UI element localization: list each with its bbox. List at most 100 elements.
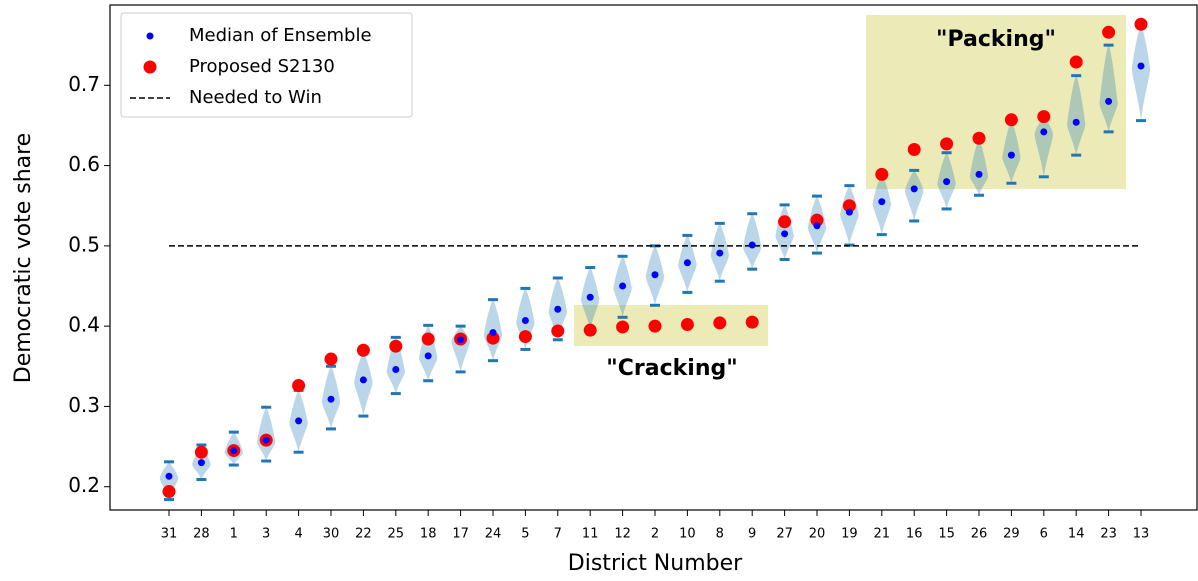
y-tick-label: 0.2 bbox=[68, 473, 100, 497]
x-tick-label: 16 bbox=[906, 527, 923, 542]
x-tick-label: 30 bbox=[323, 527, 340, 542]
median-point bbox=[424, 352, 432, 360]
median-point bbox=[165, 472, 173, 480]
packing-highlight bbox=[866, 15, 1126, 189]
annotation: "Cracking" bbox=[606, 356, 737, 381]
proposed-point bbox=[907, 143, 921, 157]
x-tick-label: 21 bbox=[874, 527, 891, 542]
proposed-point bbox=[486, 331, 500, 345]
violin bbox=[743, 213, 762, 270]
median-point bbox=[1137, 62, 1145, 70]
x-tick-label: 8 bbox=[716, 527, 724, 542]
x-tick-label: 28 bbox=[193, 527, 210, 542]
proposed-point bbox=[1037, 110, 1051, 124]
median-point bbox=[845, 208, 853, 216]
median-point bbox=[813, 222, 821, 230]
y-tick-label: 0.7 bbox=[68, 72, 100, 96]
x-tick-label: 11 bbox=[582, 527, 599, 542]
median-point bbox=[457, 336, 465, 344]
proposed-point bbox=[1102, 25, 1116, 39]
x-tick-label: 15 bbox=[938, 527, 955, 542]
violin bbox=[1131, 25, 1151, 121]
y-tick-label: 0.5 bbox=[68, 232, 100, 256]
proposed-point bbox=[356, 343, 370, 357]
x-tick-label: 4 bbox=[294, 527, 302, 542]
x-tick-label: 2 bbox=[651, 527, 659, 542]
violin bbox=[386, 337, 405, 394]
x-tick-label: 29 bbox=[1003, 527, 1020, 542]
x-tick-label: 24 bbox=[485, 527, 502, 542]
proposed-point bbox=[421, 332, 435, 346]
proposed-point bbox=[680, 318, 694, 332]
legend-marker bbox=[146, 32, 154, 40]
median-point bbox=[586, 293, 594, 301]
x-tick-label: 31 bbox=[161, 527, 178, 542]
median-point bbox=[748, 241, 756, 249]
median-point bbox=[295, 417, 303, 425]
median-point bbox=[489, 329, 497, 337]
proposed-point bbox=[324, 352, 338, 366]
median-point bbox=[1040, 128, 1048, 136]
x-tick-label: 27 bbox=[776, 527, 793, 542]
median-point bbox=[910, 185, 918, 193]
x-tick-label: 17 bbox=[452, 527, 469, 542]
proposed-point bbox=[583, 323, 597, 337]
x-tick-label: 3 bbox=[262, 527, 270, 542]
median-point bbox=[943, 178, 951, 186]
y-tick-label: 0.6 bbox=[68, 152, 100, 176]
legend-box bbox=[120, 12, 413, 118]
x-tick-label: 12 bbox=[614, 527, 631, 542]
median-point bbox=[619, 282, 627, 290]
cracking-highlight bbox=[574, 305, 768, 346]
x-tick-label: 10 bbox=[679, 527, 696, 542]
proposed-point bbox=[972, 131, 986, 145]
x-axis-label: District Number bbox=[568, 551, 743, 576]
median-point bbox=[554, 305, 562, 313]
legend-marker bbox=[143, 60, 157, 74]
median-point bbox=[716, 249, 724, 257]
x-tick-label: 19 bbox=[841, 527, 858, 542]
violin bbox=[354, 351, 373, 417]
proposed-point bbox=[875, 167, 889, 181]
x-tick-label: 7 bbox=[554, 527, 562, 542]
median-point bbox=[781, 230, 789, 238]
median-point bbox=[392, 365, 400, 373]
median-point bbox=[230, 447, 238, 455]
proposed-point bbox=[778, 215, 792, 229]
median-point bbox=[327, 395, 335, 403]
proposed-point bbox=[162, 485, 176, 499]
plot-frame bbox=[109, 4, 1198, 511]
y-tick-label: 0.3 bbox=[68, 393, 100, 417]
proposed-point bbox=[292, 379, 306, 393]
x-tick-label: 26 bbox=[971, 527, 988, 542]
x-tick-label: 23 bbox=[1100, 527, 1117, 542]
proposed-point bbox=[518, 330, 532, 344]
proposed-point bbox=[1134, 17, 1148, 31]
x-tick-label: 9 bbox=[748, 527, 756, 542]
proposed-point bbox=[551, 324, 565, 338]
y-axis-label: Democratic vote share bbox=[11, 133, 36, 383]
proposed-point bbox=[745, 315, 759, 329]
x-tick-label: 6 bbox=[1040, 527, 1048, 542]
median-point bbox=[359, 376, 367, 384]
x-tick-label: 14 bbox=[1068, 527, 1085, 542]
median-point bbox=[878, 198, 886, 206]
median-point bbox=[197, 459, 205, 467]
median-point bbox=[683, 259, 691, 267]
median-point bbox=[1072, 118, 1080, 126]
x-tick-label: 22 bbox=[355, 527, 372, 542]
legend-label: Median of Ensemble bbox=[189, 25, 372, 46]
x-tick-label: 1 bbox=[230, 527, 238, 542]
violin bbox=[1099, 45, 1118, 132]
proposed-point bbox=[389, 339, 403, 353]
median-point bbox=[521, 317, 529, 325]
violin bbox=[159, 461, 179, 500]
median-point bbox=[651, 271, 659, 279]
violin bbox=[905, 170, 924, 221]
median-point bbox=[975, 170, 983, 178]
proposed-point bbox=[194, 445, 208, 459]
legend: Median of Ensemble Proposed S2130 Needed t… bbox=[120, 12, 413, 118]
legend-label: Needed to Win bbox=[189, 87, 322, 108]
proposed-point bbox=[810, 213, 824, 227]
